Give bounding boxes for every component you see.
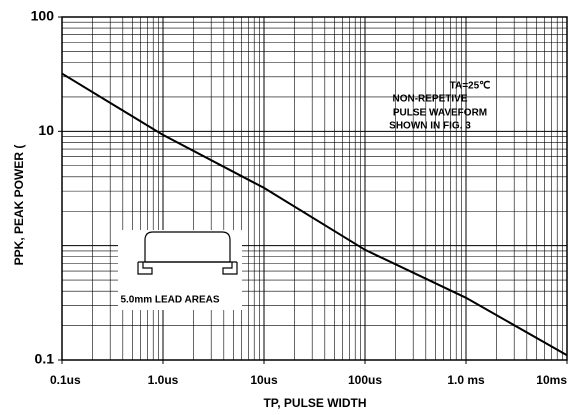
annotation: TA=25℃ NON-REPETIVE PULSE WAVEFORM SHOWN… [389, 81, 490, 132]
y-axis-label: PPK, PEAK POWER ( [12, 145, 26, 266]
series-line [61, 72, 568, 357]
annotation-line: SHOWN IN FIG. 3 [389, 121, 471, 132]
y-tick-label: 0.1 [35, 351, 55, 367]
annotation-line: TA=25℃ [450, 81, 491, 92]
x-tick-label: 100us [348, 373, 382, 387]
component-body [144, 231, 231, 263]
inset: 5.0mm LEAD AREAS [118, 230, 242, 310]
component-leads [137, 262, 238, 275]
x-tick-label: 1.0us [148, 373, 179, 387]
marks [61, 72, 568, 357]
x-tick-label: 0.1us [50, 373, 81, 387]
y-tick-label: 100 [31, 8, 55, 24]
annotation-line: NON-REPETIVE [392, 94, 467, 105]
inset-box [118, 230, 242, 310]
inset-label: 5.0mm LEAD AREAS [120, 295, 219, 306]
x-tick-label: 10us [250, 373, 278, 387]
y-tick-label: 10 [38, 122, 54, 138]
plot-frame [61, 16, 568, 361]
annotation-line: PULSE WAVEFORM [393, 108, 487, 119]
x-tick-label: 10ms [536, 373, 567, 387]
x-tick-label: 1.0 ms [447, 373, 485, 387]
x-axis-label: TP, PULSE WIDTH [263, 396, 366, 410]
